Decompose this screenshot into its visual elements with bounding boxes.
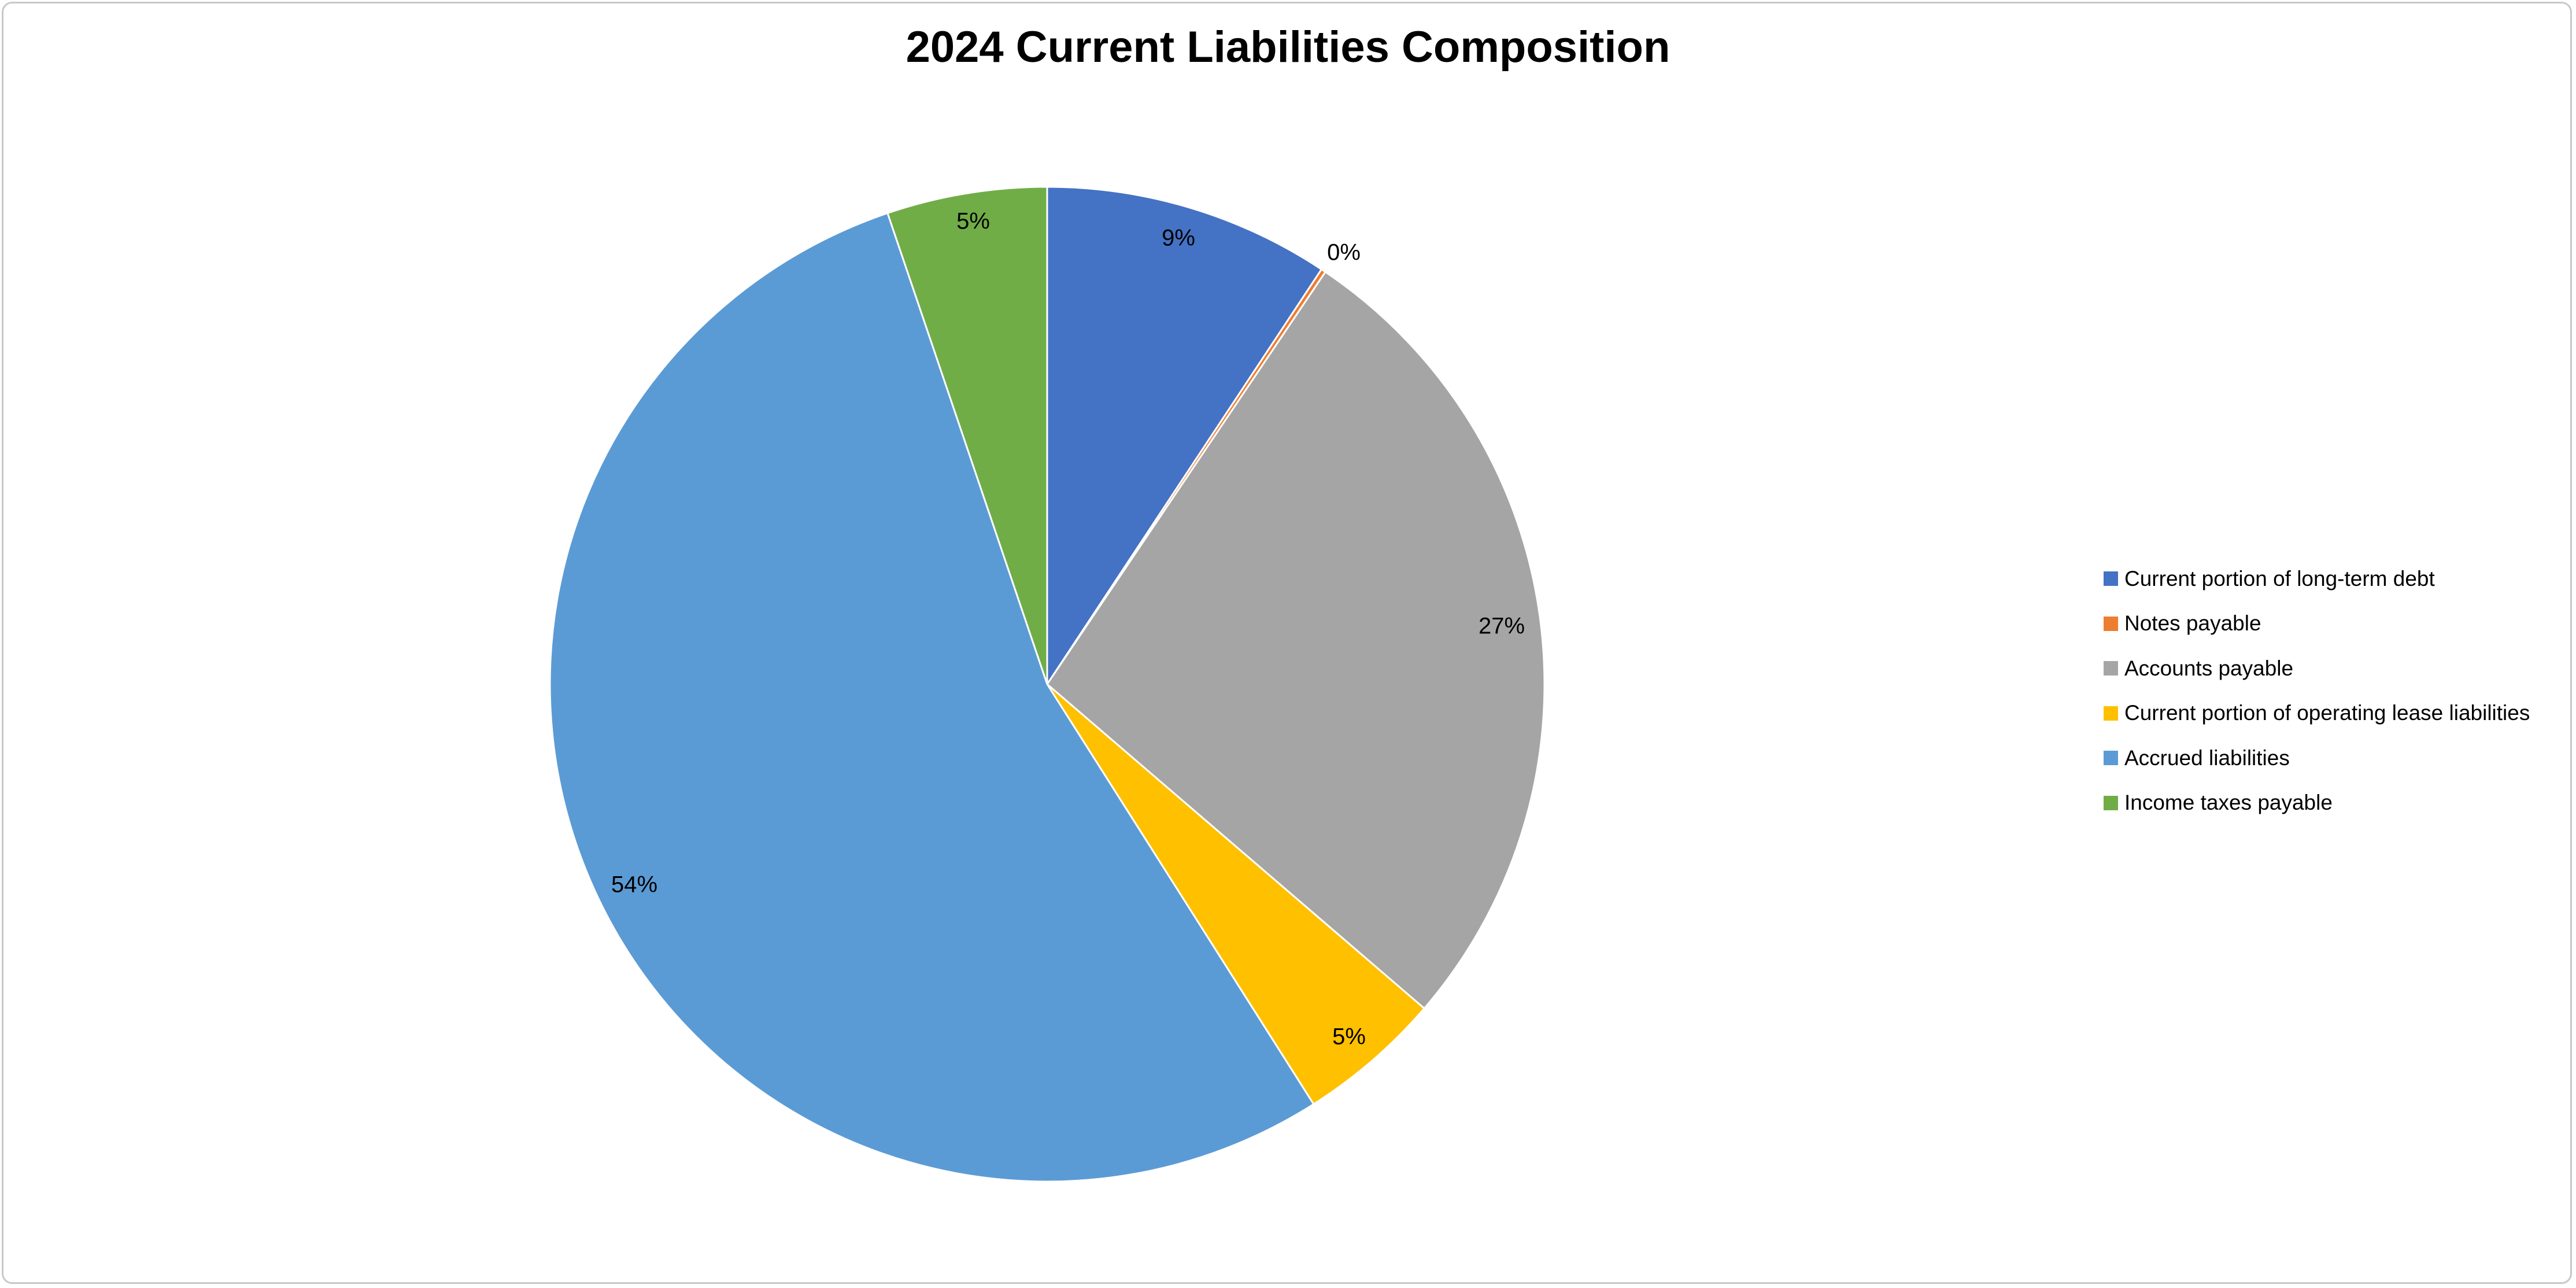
pie-slices bbox=[549, 186, 1546, 1183]
legend-item-notes-payable: Notes payable bbox=[2104, 601, 2530, 647]
data-label-notes-payable: 0% bbox=[1327, 240, 1361, 265]
legend-label: Income taxes payable bbox=[2124, 791, 2333, 815]
legend-item-income-taxes-payable: Income taxes payable bbox=[2104, 781, 2530, 826]
legend-swatch bbox=[2104, 751, 2118, 766]
chart-legend: Current portion of long-term debt Notes p… bbox=[2104, 556, 2530, 825]
legend-label: Accounts payable bbox=[2124, 656, 2294, 680]
chart-title: 2024 Current Liabilities Composition bbox=[906, 23, 1670, 72]
data-label-income-taxes-payable: 5% bbox=[956, 209, 990, 234]
data-label-accrued-liabilities: 54% bbox=[611, 872, 657, 898]
data-label-current-portion-of-operating-lease-liabilities: 5% bbox=[1332, 1024, 1366, 1050]
pie-slice-accounts-payable bbox=[1046, 271, 1546, 1010]
legend-swatch bbox=[2104, 571, 2118, 586]
legend-swatch bbox=[2104, 616, 2118, 631]
data-label-current-portion-of-long-term-debt: 9% bbox=[1162, 226, 1195, 251]
legend-item-accounts-payable: Accounts payable bbox=[2104, 646, 2530, 691]
legend-swatch bbox=[2104, 795, 2118, 810]
legend-item-current-portion-of-long-term-debt: Current portion of long-term debt bbox=[2104, 556, 2530, 601]
legend-swatch bbox=[2104, 706, 2118, 721]
legend-swatch bbox=[2104, 661, 2118, 676]
pie-slice-income-taxes-payable bbox=[886, 186, 1048, 685]
pie-data-labels: 9% 0% 27% 5% 54% 5% bbox=[611, 209, 1525, 1050]
pie-slice-accrued-liabilities bbox=[549, 212, 1315, 1183]
pie-slice-current-portion-of-long-term-debt bbox=[1046, 186, 1323, 687]
legend-label: Accrued liabilities bbox=[2124, 746, 2290, 770]
pie-slice-current-portion-of-operating-lease-liabilities bbox=[1046, 683, 1426, 1106]
legend-item-current-portion-of-operating-lease-liabilities: Current portion of operating lease liabi… bbox=[2104, 691, 2530, 736]
legend-label: Current portion of long-term debt bbox=[2124, 566, 2435, 591]
legend-label: Current portion of operating lease liabi… bbox=[2124, 701, 2530, 725]
data-label-accounts-payable: 27% bbox=[1479, 614, 1525, 639]
legend-label: Notes payable bbox=[2124, 611, 2261, 636]
legend-item-accrued-liabilities: Accrued liabilities bbox=[2104, 736, 2530, 781]
